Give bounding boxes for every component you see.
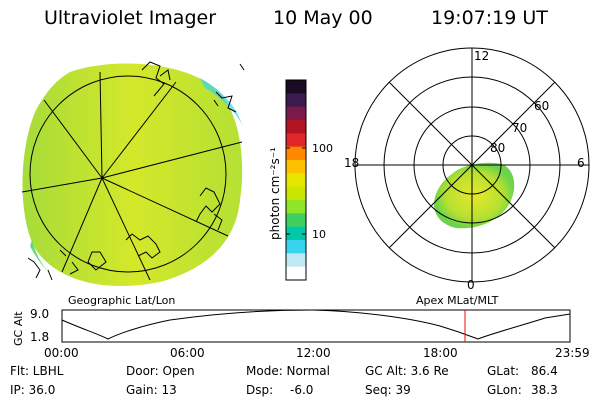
- colorbar-band: [286, 226, 306, 241]
- info-glat-label: GLat:: [487, 364, 519, 378]
- colorbar-bands: [286, 80, 306, 281]
- earth-limb: [29, 75, 227, 273]
- time-tick-2359: 23:59: [555, 346, 590, 360]
- alt-ymin: 1.8: [30, 330, 49, 344]
- lat-label-60: 60: [534, 99, 549, 113]
- polar-panel-label: Apex MLat/MLT: [416, 294, 499, 307]
- mlt-label-6: 6: [577, 156, 585, 170]
- uv-image-region: [22, 63, 243, 287]
- colorbar-band: [286, 240, 306, 254]
- mlt-label-18: 18: [344, 156, 359, 170]
- colorbar-band: [286, 146, 306, 161]
- geographic-image: [21, 61, 245, 287]
- info-seq: Seq: 39: [365, 383, 411, 397]
- colorbar-band: [286, 266, 306, 281]
- header-title: Ultraviolet Imager: [44, 7, 216, 29]
- info-glat-value: 86.4: [531, 364, 558, 378]
- info-dsp-label: Dsp:: [246, 383, 273, 397]
- colorbar-unit-label: photon cm⁻²s⁻¹: [268, 147, 282, 240]
- info-flt: Flt: LBHL: [10, 364, 64, 378]
- colorbar-band: [286, 213, 306, 228]
- colorbar-tick-100: 100: [312, 142, 333, 155]
- colorbar-tick-10: 10: [312, 228, 326, 241]
- lat-label-80: 80: [490, 141, 505, 155]
- info-gain: Gain: 13: [126, 383, 177, 397]
- colorbar-band: [286, 200, 306, 214]
- uv-edge-glow-left: [30, 240, 52, 276]
- header-time: 19:07:19 UT: [431, 7, 548, 29]
- altitude-plot: 9.0 1.8 GC Alt 00:00 06:00 12:00 18:00 2…: [12, 307, 590, 360]
- mlt-label-0: 0: [467, 278, 475, 292]
- time-tick-0600: 06:00: [170, 346, 205, 360]
- colorbar-band: [286, 120, 306, 134]
- colorbar-band: [286, 253, 306, 268]
- info-panel: Flt: LBHL Door: Open Mode: Normal GC Alt…: [10, 364, 558, 397]
- colorbar-band: [286, 160, 306, 174]
- time-tick-0000: 00:00: [44, 346, 79, 360]
- auroral-oval: [434, 162, 515, 229]
- time-tick-1200: 12:00: [296, 346, 331, 360]
- colorbar: 100 10 photon cm⁻²s⁻¹: [268, 79, 333, 281]
- info-dsp-value: -6.0: [290, 383, 313, 397]
- header-date: 10 May 00: [273, 7, 373, 29]
- alt-ylabel: GC Alt: [12, 311, 25, 346]
- colorbar-band: [286, 80, 306, 94]
- info-gc-alt: GC Alt: 3.6 Re: [365, 364, 449, 378]
- info-glon-value: 38.3: [531, 383, 558, 397]
- info-door: Door: Open: [126, 364, 195, 378]
- altitude-plot-frame: [61, 309, 571, 343]
- time-tick-1800: 18:00: [423, 346, 458, 360]
- info-glon-label: GLon:: [487, 383, 522, 397]
- mlt-label-12: 12: [474, 49, 489, 63]
- coastlines: [27, 61, 245, 281]
- info-ip: IP: 36.0: [10, 383, 55, 397]
- altitude-curve: [61, 309, 571, 340]
- geo-panel-label: Geographic Lat/Lon: [68, 294, 175, 307]
- colorbar-band: [286, 106, 306, 121]
- info-mode: Mode: Normal: [246, 364, 330, 378]
- colorbar-band: [286, 93, 306, 108]
- alt-ymax: 9.0: [30, 307, 49, 321]
- lat-label-70: 70: [512, 121, 527, 135]
- meridian-lines: [21, 71, 243, 281]
- colorbar-band: [286, 186, 306, 201]
- polar-plot: 12 18 6 0 60 70 80: [344, 47, 590, 292]
- uv-edge-glow: [200, 78, 242, 125]
- colorbar-band: [286, 173, 306, 188]
- colorbar-band: [286, 133, 306, 148]
